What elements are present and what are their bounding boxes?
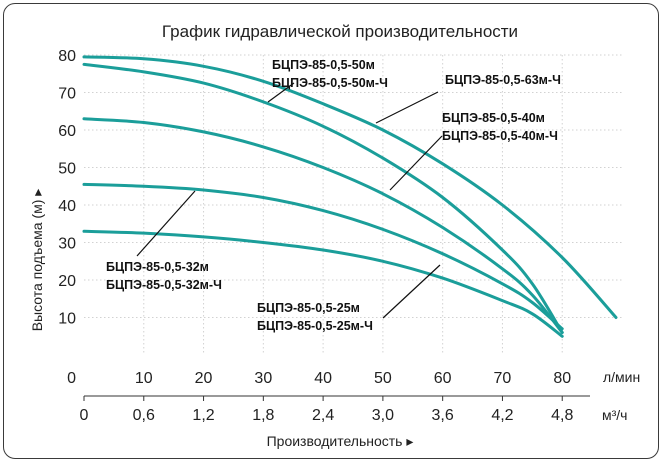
chart-title: График гидравлической производительности bbox=[162, 22, 518, 41]
x-tick-label-secondary: 4,8 bbox=[551, 407, 573, 424]
annotation-50: БЦПЭ-85-0,5-50м БЦПЭ-85-0,5-50м-Ч bbox=[267, 58, 388, 103]
annotation-label: БЦПЭ-85-0,5-40м-Ч bbox=[442, 129, 558, 143]
curve-series-4 bbox=[82, 229, 564, 338]
curve-series-1 bbox=[82, 62, 564, 334]
annotation-63: БЦПЭ-85-0,5-63м-Ч bbox=[375, 73, 561, 124]
x-unit-secondary: м³/ч bbox=[602, 407, 627, 423]
y-tick-label: 30 bbox=[58, 236, 76, 253]
leader-line-25 bbox=[382, 264, 441, 319]
y-tick-label: 20 bbox=[58, 273, 76, 290]
x-tick-label-primary: 50 bbox=[374, 370, 392, 387]
leader-line-32 bbox=[136, 190, 196, 257]
grid bbox=[84, 54, 622, 355]
curve-series-0 bbox=[82, 55, 618, 319]
curves bbox=[82, 55, 618, 338]
x-tick-label-secondary: 4,2 bbox=[491, 407, 513, 424]
x-tick-label-secondary: 1,8 bbox=[252, 407, 274, 424]
y-axis-label: Высота подъема (м) ▸ bbox=[29, 189, 45, 332]
annotation-label: БЦПЭ-85-0,5-32м bbox=[106, 260, 209, 274]
x-tick-label-secondary: 1,2 bbox=[192, 407, 214, 424]
y-tick-label: 10 bbox=[58, 311, 76, 328]
x-tick-label-primary: 20 bbox=[195, 370, 213, 387]
annotation-label: БЦПЭ-85-0,5-40м bbox=[442, 111, 545, 125]
curve-series-2 bbox=[82, 117, 564, 334]
annotation-label: БЦПЭ-85-0,5-32м-Ч bbox=[106, 278, 222, 292]
x-tick-label-primary: 60 bbox=[434, 370, 452, 387]
x-tick-label-primary: 40 bbox=[314, 370, 332, 387]
y-tick-label: 70 bbox=[58, 86, 76, 103]
annotation-label: БЦПЭ-85-0,5-63м-Ч bbox=[445, 73, 561, 87]
leader-line-40 bbox=[389, 135, 443, 191]
y-tick-label: 60 bbox=[58, 123, 76, 140]
leader-line-63 bbox=[375, 91, 439, 124]
leader-line-50 bbox=[267, 82, 295, 103]
x-unit-primary: л/мин bbox=[603, 369, 640, 385]
x-tick-label-primary: 70 bbox=[494, 370, 512, 387]
x-tick-label-primary: 30 bbox=[254, 370, 272, 387]
annotation-25: БЦПЭ-85-0,5-25м БЦПЭ-85-0,5-25м-Ч bbox=[257, 264, 441, 333]
y-tick-label: 80 bbox=[58, 48, 76, 65]
x-tick-label-primary: 80 bbox=[553, 370, 571, 387]
annotation-label: БЦПЭ-85-0,5-25м-Ч bbox=[257, 319, 373, 333]
annotation-label: БЦПЭ-85-0,5-50м bbox=[272, 58, 375, 72]
x-axis-label: Производительность ▸ bbox=[267, 433, 414, 449]
y-tick-label: 0 bbox=[67, 370, 76, 387]
x-tick-label-secondary: 3,0 bbox=[372, 407, 394, 424]
annotation-32: БЦПЭ-85-0,5-32м БЦПЭ-85-0,5-32м-Ч bbox=[106, 190, 222, 292]
y-tick-label: 50 bbox=[58, 161, 76, 178]
x-tick-label-primary: 10 bbox=[135, 370, 153, 387]
annotation-label: БЦПЭ-85-0,5-25м bbox=[257, 301, 360, 315]
x-tick-label-secondary: 0,6 bbox=[133, 407, 155, 424]
x-tick-label-secondary: 0 bbox=[80, 407, 89, 424]
curve-series-3 bbox=[82, 182, 564, 331]
tick-labels: 0 10 20 30 40 50 60 70 80 10 20 30 40 50 60 70 80 0 0,6 1,2… bbox=[58, 48, 573, 424]
annotation-label: БЦПЭ-85-0,5-50м-Ч bbox=[272, 76, 388, 90]
y-tick-label: 40 bbox=[58, 198, 76, 215]
secondary-x-tick-marks bbox=[83, 396, 563, 401]
annotation-40: БЦПЭ-85-0,5-40м БЦПЭ-85-0,5-40м-Ч bbox=[389, 111, 558, 191]
x-tick-label-secondary: 3,6 bbox=[432, 407, 454, 424]
x-tick-label-secondary: 2,4 bbox=[312, 407, 334, 424]
